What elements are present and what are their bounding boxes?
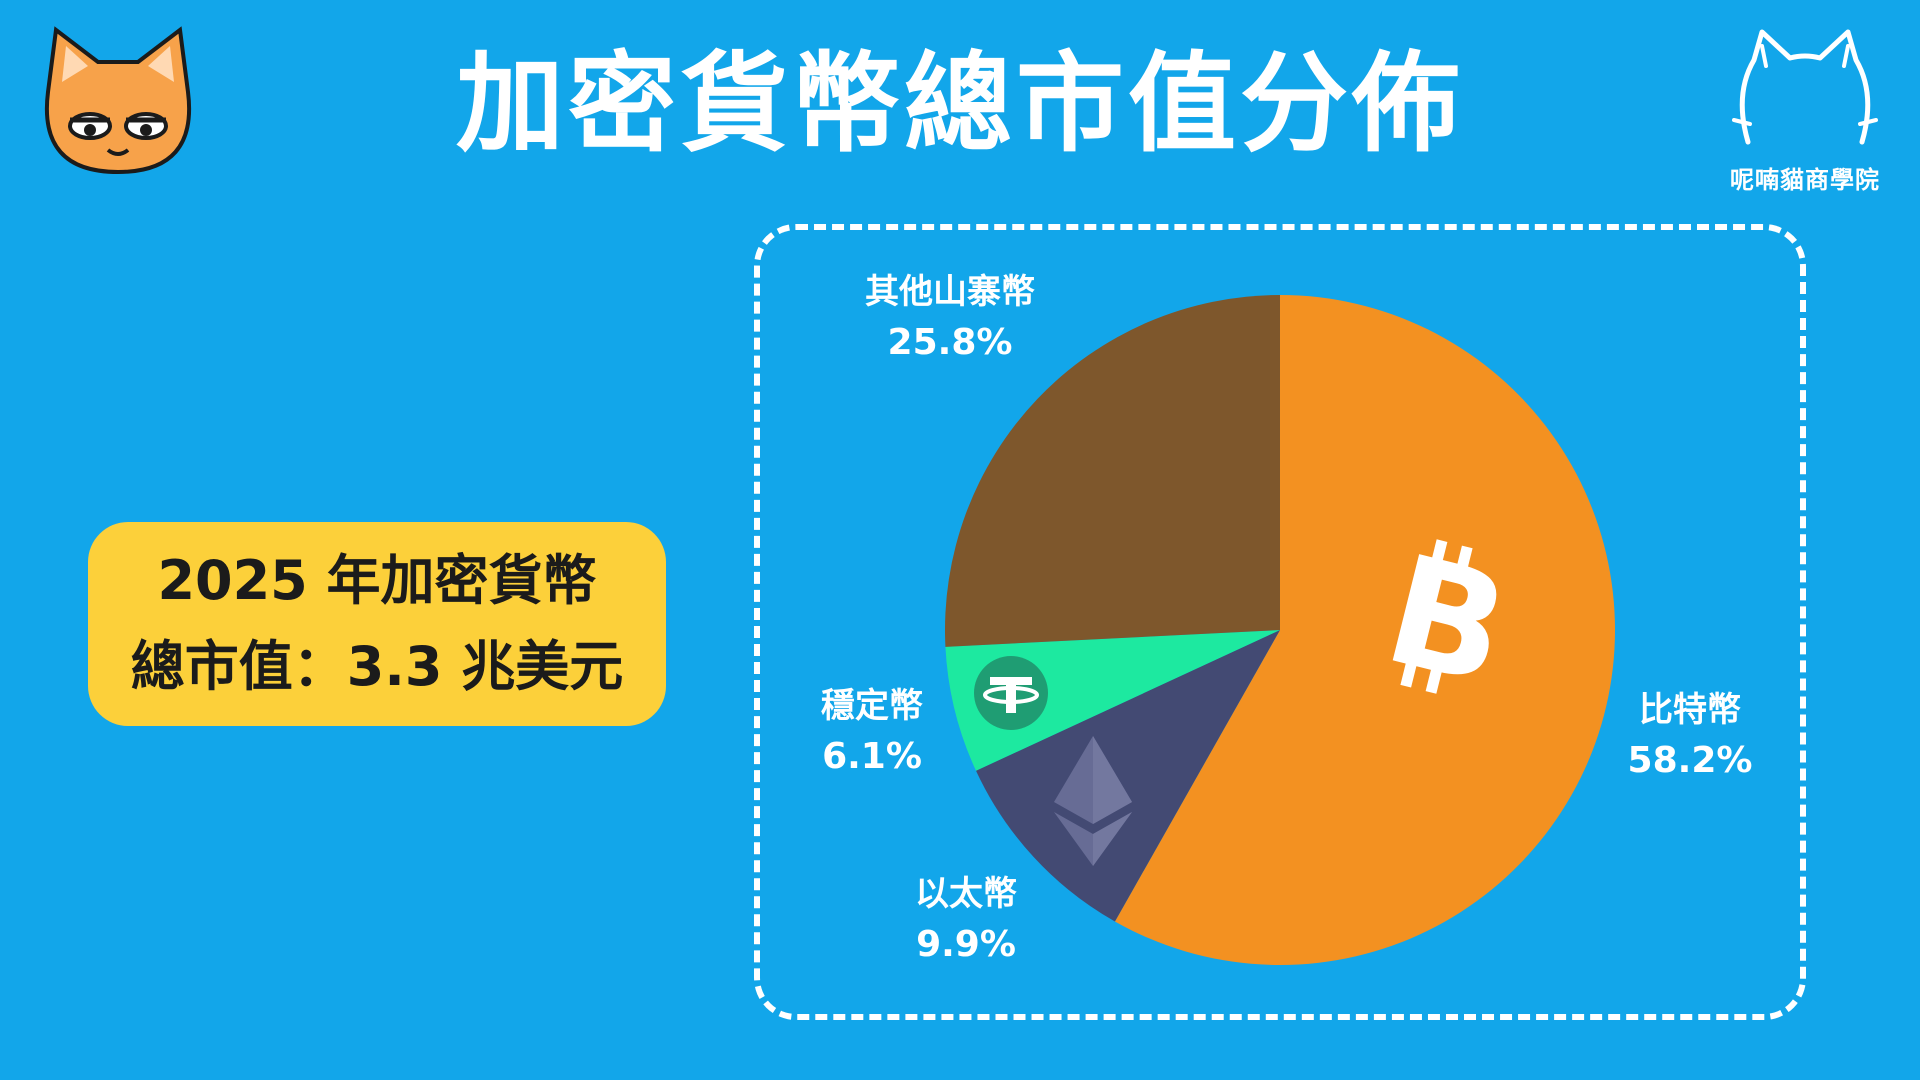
brand-logo: 呢喃貓商學院 <box>1710 24 1900 194</box>
label-altcoins-name: 其他山寨幣 <box>865 272 1035 312</box>
chart-frame <box>754 224 1806 1020</box>
label-bitcoin-value: 58.2% <box>1627 740 1753 782</box>
label-ethereum: 以太幣 9.9% <box>876 870 1056 971</box>
info-line-total: 總市值：3.3 兆美元 <box>130 635 624 698</box>
label-stablecoin-value: 6.1% <box>822 736 922 778</box>
cat-mascot-icon <box>44 26 192 175</box>
page-title: 加密貨幣總市值分佈 <box>455 42 1464 167</box>
label-stablecoin: 穩定幣 6.1% <box>782 682 962 783</box>
label-stablecoin-name: 穩定幣 <box>821 686 923 726</box>
cat-outline-logo-icon <box>1732 29 1878 145</box>
label-bitcoin-name: 比特幣 <box>1639 690 1741 730</box>
label-altcoins: 其他山寨幣 25.8% <box>830 268 1070 369</box>
label-ethereum-value: 9.9% <box>916 924 1016 966</box>
label-ethereum-name: 以太幣 <box>915 874 1017 914</box>
label-bitcoin: 比特幣 58.2% <box>1600 686 1780 787</box>
total-market-cap-box: 2025 年加密貨幣 總市值：3.3 兆美元 <box>88 522 666 726</box>
info-line-year: 2025 年加密貨幣 <box>157 549 597 612</box>
label-altcoins-value: 25.8% <box>887 322 1013 364</box>
brand-name: 呢喃貓商學院 <box>1730 166 1880 194</box>
